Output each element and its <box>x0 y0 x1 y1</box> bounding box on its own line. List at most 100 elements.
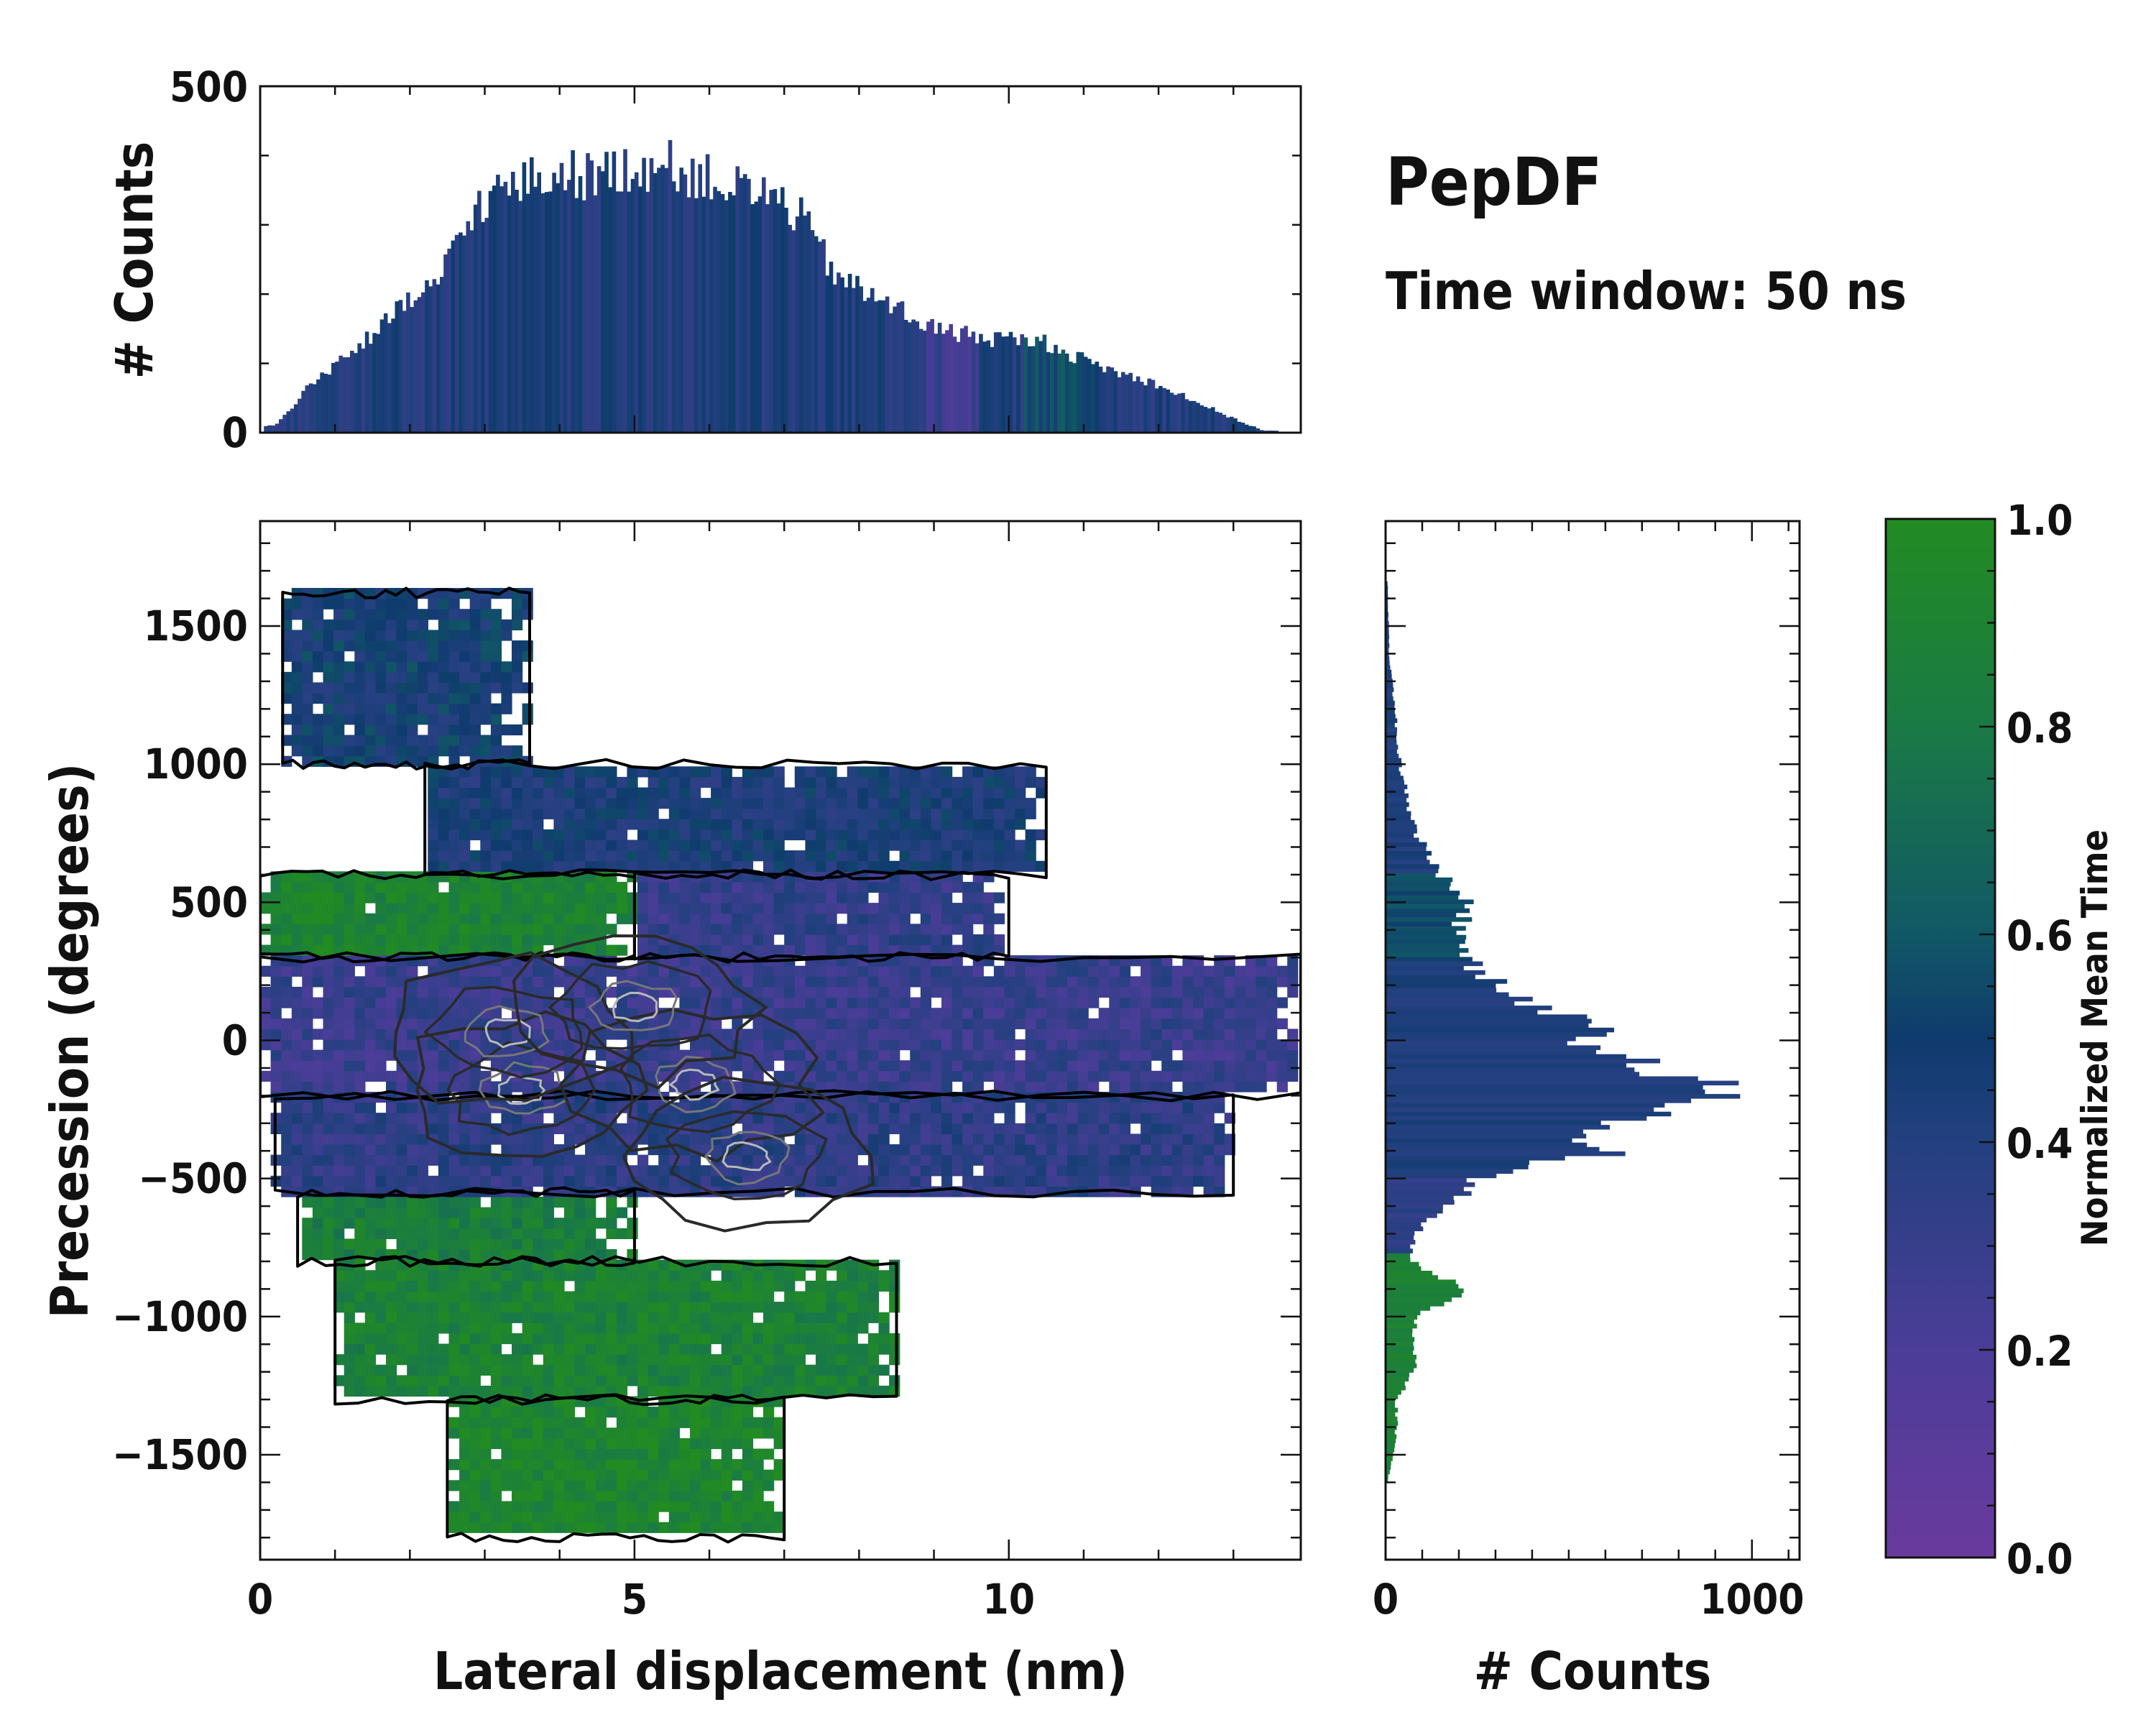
heatmap-cell <box>1245 965 1257 977</box>
top-histogram-bar <box>657 167 661 433</box>
heatmap-cell <box>344 1018 355 1029</box>
heatmap-cell <box>490 1375 502 1386</box>
heatmap-cell <box>563 1175 576 1187</box>
heatmap-cell <box>732 1501 743 1512</box>
heatmap-cell <box>1015 787 1026 799</box>
heatmap-cell <box>878 787 890 799</box>
heatmap-cell <box>312 735 324 746</box>
heatmap-cell <box>563 1469 576 1481</box>
heatmap-cell <box>563 1501 576 1512</box>
heatmap-cell <box>501 693 512 704</box>
heatmap-cell <box>375 1280 387 1292</box>
heatmap-cell <box>501 1291 512 1302</box>
heatmap-cell <box>386 1322 397 1334</box>
heatmap-cell <box>637 1469 649 1481</box>
heatmap-cell <box>480 1249 492 1261</box>
heatmap-cell <box>428 724 439 736</box>
heatmap-cell <box>648 1469 659 1481</box>
heatmap-cell <box>637 1354 649 1366</box>
heatmap-cell <box>616 1354 628 1366</box>
heatmap-cell <box>501 850 512 862</box>
heatmap-cell <box>910 1070 921 1082</box>
heatmap-cell <box>1098 1008 1110 1019</box>
heatmap-cell <box>627 1512 638 1523</box>
heatmap-cell <box>438 1238 450 1250</box>
heatmap-cell <box>1182 1018 1194 1029</box>
heatmap-cell <box>1077 1039 1089 1051</box>
heatmap-cell <box>1245 997 1257 1008</box>
heatmap-cell <box>889 1081 900 1092</box>
heatmap-cell <box>721 766 732 778</box>
heatmap-cell <box>700 1270 711 1282</box>
heatmap-cell <box>344 1280 355 1292</box>
heatmap-cell <box>690 1522 701 1533</box>
heatmap-cell <box>721 819 732 830</box>
heatmap-cell <box>354 1039 366 1051</box>
heatmap-cell <box>637 1522 649 1533</box>
heatmap-cell <box>1088 1039 1100 1051</box>
heatmap-cell <box>480 1144 492 1156</box>
heatmap-cell <box>837 1123 848 1134</box>
heatmap-cell <box>291 1039 303 1051</box>
heatmap-cell <box>1256 1008 1267 1019</box>
heatmap-cell <box>637 924 649 935</box>
heatmap-cell <box>637 1029 649 1040</box>
heatmap-cell <box>595 1312 607 1323</box>
heatmap-cell <box>428 1197 439 1208</box>
heatmap-cell <box>522 913 533 924</box>
heatmap-cell <box>721 1280 732 1292</box>
heatmap-cell <box>1130 1039 1141 1051</box>
heatmap-cell <box>983 934 995 946</box>
heatmap-cell <box>459 1291 471 1302</box>
heatmap-cell <box>375 1385 387 1397</box>
heatmap-cell <box>837 965 848 977</box>
heatmap-cell <box>323 640 334 652</box>
heatmap-cell <box>1130 1144 1141 1156</box>
top-histogram-bar <box>922 331 927 433</box>
heatmap-cell <box>1067 1102 1079 1113</box>
heatmap-cell <box>386 745 397 757</box>
heatmap-cell <box>386 1228 397 1239</box>
heatmap-cell <box>490 1270 502 1282</box>
heatmap-cell <box>333 1081 345 1092</box>
heatmap-cell <box>1214 1102 1225 1113</box>
heatmap-cell <box>878 819 890 830</box>
heatmap-cell <box>711 997 722 1008</box>
top-histogram-bar <box>776 203 781 433</box>
heatmap-cell <box>563 1354 576 1366</box>
top-histogram-bar <box>1050 353 1054 433</box>
heatmap-cell <box>1025 776 1036 788</box>
top-histogram-bar <box>364 331 369 433</box>
heatmap-cell <box>469 1343 481 1355</box>
heatmap-cell <box>291 924 303 935</box>
heatmap-cell <box>354 1008 366 1019</box>
heatmap-cell <box>931 924 942 935</box>
heatmap-cell <box>386 944 397 956</box>
heatmap-cell <box>700 860 711 872</box>
heatmap-cell <box>574 1008 586 1019</box>
heatmap-cell <box>417 703 428 714</box>
heatmap-cell <box>763 1385 775 1397</box>
heatmap-cell <box>407 693 418 704</box>
heatmap-cell <box>490 1218 502 1229</box>
heatmap-cell <box>826 1291 837 1302</box>
heatmap-cell <box>574 924 586 935</box>
heatmap-cell <box>438 1228 450 1239</box>
heatmap-cell <box>312 871 324 883</box>
heatmap-cell <box>270 1070 282 1082</box>
heatmap-cell <box>805 766 816 778</box>
heatmap-cell <box>270 1060 282 1072</box>
top-histogram-bar <box>747 178 751 433</box>
heatmap-cell <box>448 735 460 746</box>
heatmap-cell <box>1098 965 1110 977</box>
top-histogram-bar <box>874 301 878 433</box>
heatmap-cell <box>711 1501 722 1512</box>
heatmap-cell <box>543 1228 554 1239</box>
top-histogram-bar <box>1225 417 1230 433</box>
heatmap-cell <box>428 924 439 935</box>
heatmap-cell <box>501 1302 512 1313</box>
top-histogram-bar <box>881 300 886 433</box>
heatmap-cell <box>417 913 428 924</box>
heatmap-cell <box>291 1070 303 1082</box>
heatmap-cell <box>847 1113 858 1124</box>
